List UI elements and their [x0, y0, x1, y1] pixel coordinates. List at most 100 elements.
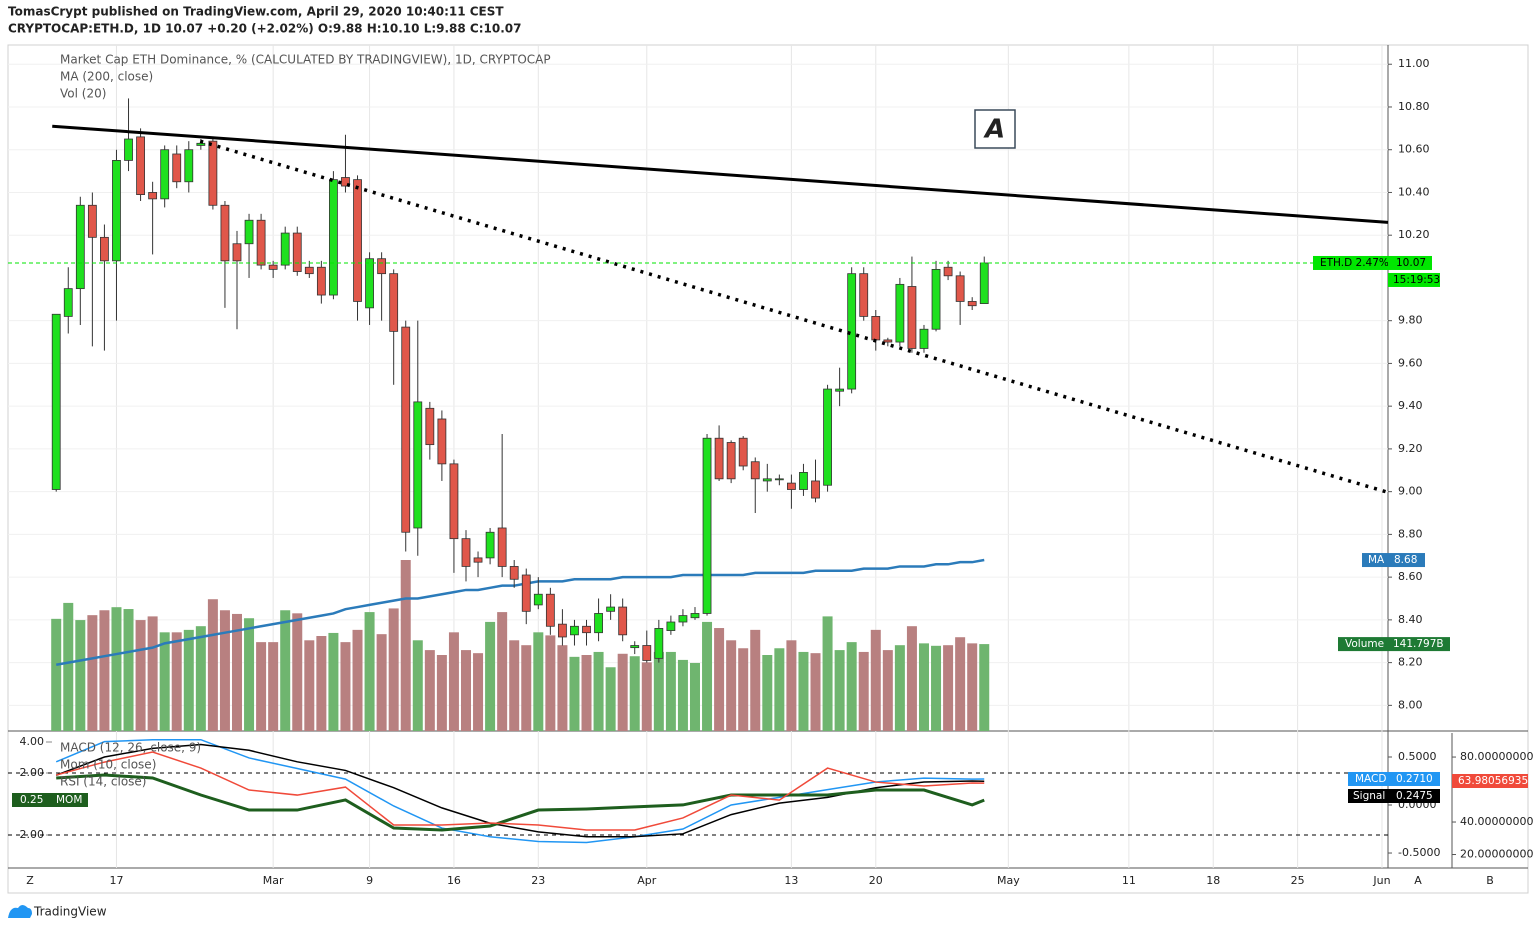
volume-bar — [967, 643, 978, 731]
volume-bar — [593, 651, 604, 731]
volume-bar — [135, 620, 146, 731]
y-tick-label: 8.20 — [1398, 656, 1423, 669]
x-tick-label: 13 — [784, 874, 798, 887]
volume-bar — [738, 648, 749, 731]
candle-body — [100, 236, 109, 262]
volume-bar — [460, 650, 471, 731]
volume-bar — [364, 612, 375, 731]
candle-body — [726, 442, 736, 480]
annotation-box — [974, 109, 1016, 149]
volume-bar — [665, 651, 676, 731]
volume-bar — [846, 642, 857, 731]
macd-name-box — [1348, 772, 1388, 786]
candle-body — [389, 273, 399, 332]
candle-body — [630, 645, 640, 649]
candle-body — [811, 480, 820, 499]
macd-value-box — [1388, 772, 1440, 786]
corner-button[interactable]: Z — [26, 874, 34, 887]
candle-body — [955, 275, 965, 302]
indicator-line — [56, 751, 985, 831]
volume-bar — [63, 602, 74, 731]
volume-bar — [906, 626, 917, 731]
ma-name-box — [1362, 553, 1388, 568]
candle-body — [449, 463, 459, 540]
volume-bar — [894, 645, 905, 731]
indicator-line — [56, 773, 985, 832]
candle-body — [545, 593, 555, 627]
x-tick-label: 9 — [366, 874, 373, 887]
candle-body — [883, 339, 893, 343]
brand-logo — [8, 905, 32, 918]
candle-body — [112, 160, 121, 262]
countdown-box — [1388, 272, 1440, 287]
x-tick-label: 23 — [531, 874, 545, 887]
y-tick-label: 8.80 — [1398, 527, 1423, 540]
candle-body — [413, 401, 423, 529]
volume-bar — [918, 643, 929, 731]
x-tick-label: 11 — [1122, 874, 1136, 887]
macd-name: MACD — [1355, 773, 1386, 785]
candle-body — [51, 313, 61, 490]
volume-bar — [714, 628, 725, 731]
x-tick-label: May — [997, 874, 1020, 887]
candle-body — [558, 623, 567, 638]
candle-body — [196, 142, 206, 146]
volume-bar — [328, 632, 339, 731]
log-button[interactable]: B — [1486, 874, 1494, 887]
volume-bar — [581, 655, 592, 731]
signal-name-box — [1348, 789, 1388, 803]
volume-bar — [424, 650, 435, 731]
candle-body — [642, 645, 652, 661]
candle-body — [365, 258, 374, 309]
x-tick-label: 18 — [1206, 874, 1220, 887]
signal-value-box — [1388, 789, 1440, 803]
y-tick-label: 8.40 — [1398, 613, 1423, 626]
candle-body — [762, 478, 772, 482]
candle-body — [75, 204, 85, 290]
mom-name-box — [52, 793, 88, 807]
candle-body — [606, 606, 616, 612]
x-tick-label: 20 — [869, 874, 883, 887]
candle-body — [582, 625, 591, 634]
auto-button[interactable]: A — [1414, 874, 1422, 887]
candle-body — [690, 613, 700, 619]
x-tick-label: 17 — [109, 874, 123, 887]
candle-body — [304, 266, 314, 275]
volume-value-box — [1388, 637, 1450, 652]
y-tick-label: 8.60 — [1398, 570, 1423, 583]
volume-bar — [147, 616, 158, 731]
volume-bar — [340, 642, 351, 731]
y-tick-label: 9.00 — [1398, 485, 1423, 498]
macd-value: 0.2710 — [1396, 773, 1433, 785]
candle-body — [401, 326, 411, 533]
last-price: 10.07 — [1396, 257, 1426, 269]
volume-bar — [653, 651, 664, 731]
candle-body — [533, 593, 543, 606]
candle-body — [967, 301, 977, 307]
volume-bar — [219, 610, 230, 731]
volume-bar — [183, 629, 194, 731]
candle-body — [377, 258, 387, 275]
y-tick-label: -2.00 — [16, 828, 44, 841]
volume-bar — [726, 640, 737, 731]
volume-bar — [521, 645, 532, 731]
y-tick-label: 9.20 — [1398, 442, 1423, 455]
volume-bar — [207, 599, 218, 731]
volume-bar — [51, 618, 62, 731]
candle-body — [678, 615, 688, 623]
candle-body — [895, 283, 905, 343]
candle-body — [521, 574, 531, 612]
volume-bar — [231, 613, 242, 731]
volume-bar — [111, 607, 122, 731]
candle-body — [316, 266, 326, 296]
candle-body — [907, 286, 917, 349]
candle-body — [136, 136, 145, 195]
volume-bar — [955, 637, 966, 731]
candle-body — [787, 482, 796, 490]
candle-body — [738, 437, 748, 467]
candle-body — [714, 437, 724, 480]
legend-entry: RSI (14, close) — [60, 775, 146, 789]
frame — [7, 44, 1529, 894]
volume-bar — [485, 621, 496, 731]
volume-bar — [689, 662, 700, 731]
